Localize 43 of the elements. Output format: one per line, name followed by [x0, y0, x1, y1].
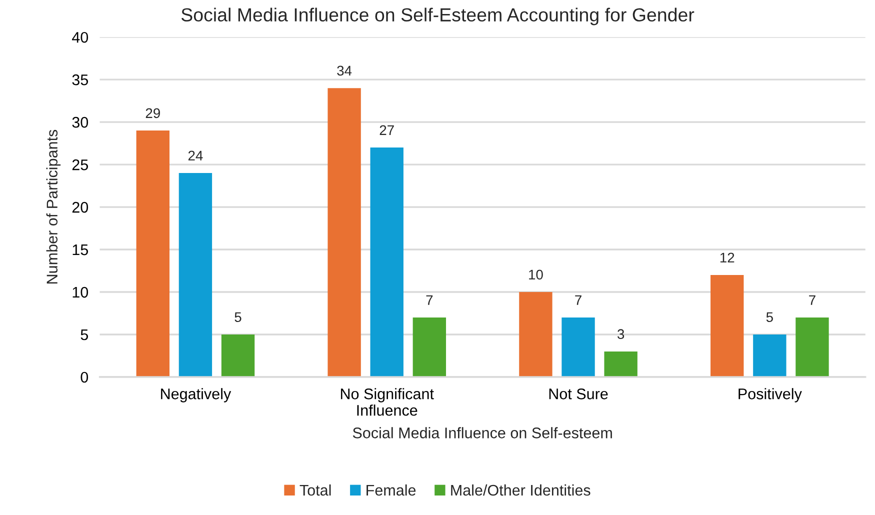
- data-label: 7: [426, 295, 433, 305]
- legend-label: Total: [300, 484, 331, 496]
- y-axis-title: Number of Participants: [46, 130, 61, 284]
- y-tick-label: 30: [72, 116, 88, 128]
- bar: [328, 88, 361, 377]
- y-tick-label: 0: [80, 372, 88, 383]
- x-tick-label: No Significant Influence: [340, 388, 434, 416]
- data-label: 24: [188, 150, 203, 160]
- bar: [412, 318, 446, 377]
- x-tick-label: Positively: [738, 388, 802, 402]
- x-tick-label: Negatively: [161, 388, 232, 402]
- data-label: 7: [809, 295, 816, 305]
- y-tick-label: 20: [72, 202, 88, 213]
- y-tick-label: 40: [72, 32, 88, 43]
- bar: [753, 334, 786, 377]
- data-label: 29: [146, 108, 160, 118]
- y-tick-label: 35: [72, 74, 88, 86]
- data-label: 27: [380, 125, 394, 135]
- data-label: 10: [529, 270, 543, 280]
- y-tick-label: 25: [72, 159, 88, 170]
- x-tick-label: Not Sure: [549, 388, 608, 400]
- chart-title: Social Media Influence on Self-Esteem Accounting for Gender: [181, 8, 694, 26]
- bar: [370, 148, 404, 377]
- data-label: 7: [575, 295, 582, 305]
- bar: [178, 173, 212, 377]
- bar: [519, 292, 552, 377]
- data-label: 12: [720, 252, 734, 262]
- x-axis-title: Social Media Influence on Self-esteem: [352, 427, 612, 438]
- y-tick-label: 5: [80, 330, 88, 340]
- data-label: 34: [337, 66, 352, 76]
- y-tick-label: 15: [72, 244, 88, 256]
- bar: [604, 351, 638, 377]
- y-tick-label: 10: [72, 286, 88, 298]
- bar: [221, 334, 255, 377]
- bar: [710, 275, 744, 377]
- data-label: 3: [617, 329, 624, 340]
- bar: [136, 130, 170, 377]
- data-label: 5: [234, 312, 242, 322]
- bar: [796, 318, 829, 377]
- legend-label: Male/Other Identities: [451, 484, 590, 496]
- bar: [562, 318, 595, 377]
- data-label: 5: [766, 312, 773, 322]
- legend-label: Female: [366, 484, 416, 496]
